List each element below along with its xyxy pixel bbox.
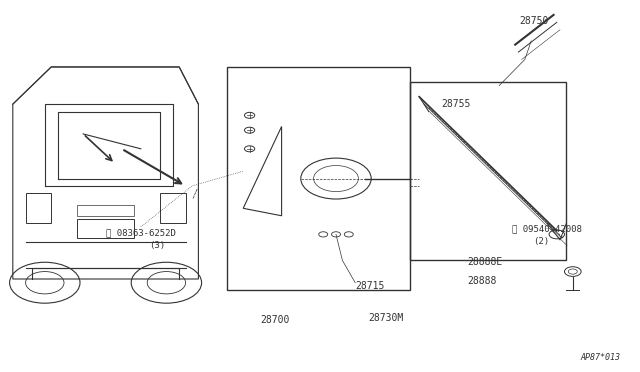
Bar xyxy=(410,82,566,260)
Text: 28888: 28888 xyxy=(467,276,497,286)
Text: (2): (2) xyxy=(532,237,549,246)
Text: 28715: 28715 xyxy=(355,282,385,291)
Text: 28888E: 28888E xyxy=(467,257,502,267)
Text: 28750: 28750 xyxy=(520,16,549,26)
Bar xyxy=(227,67,410,290)
Text: Ⓢ 09540-42008: Ⓢ 09540-42008 xyxy=(512,224,582,233)
Text: 28730M: 28730M xyxy=(368,313,403,323)
Text: AP87*013: AP87*013 xyxy=(581,353,621,362)
Bar xyxy=(26,193,51,223)
Text: 28700: 28700 xyxy=(260,315,290,325)
Bar xyxy=(77,205,134,216)
Text: 28755: 28755 xyxy=(442,99,471,109)
Bar xyxy=(160,193,186,223)
Text: Ⓢ 08363-6252D: Ⓢ 08363-6252D xyxy=(106,228,176,237)
Bar xyxy=(77,219,134,238)
Text: (3): (3) xyxy=(148,241,165,250)
